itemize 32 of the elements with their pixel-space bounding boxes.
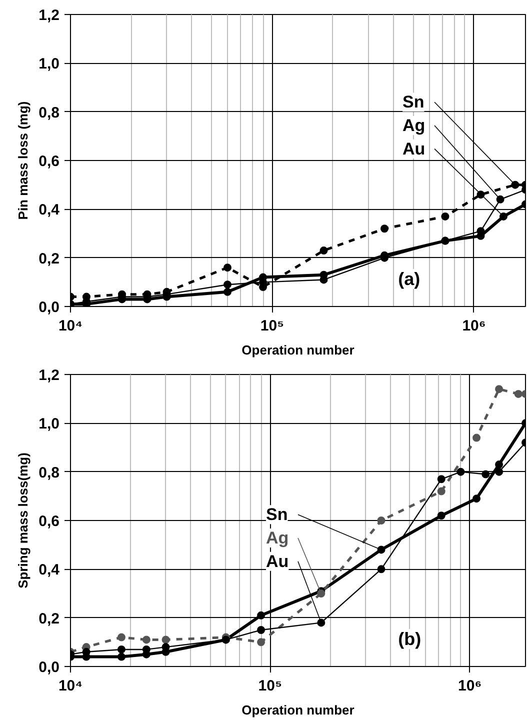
y-tick-label: 0,4 [38,562,60,579]
y-tick-label: 1,2 [38,7,60,24]
x-tick-label: 10⁶ [458,678,482,694]
y-axis-title: Spring mass loss(mg) [16,452,31,588]
x-tick-label: 10⁶ [462,318,486,334]
text: Au [266,552,289,571]
x-tick-label: 10⁵ [260,318,284,334]
y-tick-label: 0,8 [38,104,60,122]
annotation: (a) [398,268,420,289]
y-tick-label: 1,2 [38,367,60,384]
text: Au [402,139,426,158]
y-tick-label: 0,6 [38,513,60,530]
y-tick-label: 0,8 [38,464,60,482]
y-tick-label: 0,6 [38,153,60,170]
y-tick-label: 0,2 [38,250,60,268]
y-tick-label: 0,0 [38,659,60,676]
y-tick-label: 1,0 [38,56,60,73]
text: Ag [402,116,426,135]
text: Ag [266,528,289,548]
text: Sn [402,92,424,112]
x-axis-title: Operation number [242,342,354,358]
y-tick-label: 0,2 [38,610,60,628]
y-tick-label: 0,0 [38,299,60,316]
x-tick-label: 10⁴ [58,678,83,694]
x-tick-label: 10⁴ [58,318,83,334]
x-axis-title: Operation number [242,702,354,718]
y-tick-label: 0,4 [38,202,60,219]
x-tick-label: 10⁵ [258,678,282,694]
y-axis-title: Pin mass loss (mg) [16,101,31,220]
text: Sn [266,505,288,524]
annotation: (b) [398,628,422,649]
y-tick-label: 1,0 [38,416,60,433]
